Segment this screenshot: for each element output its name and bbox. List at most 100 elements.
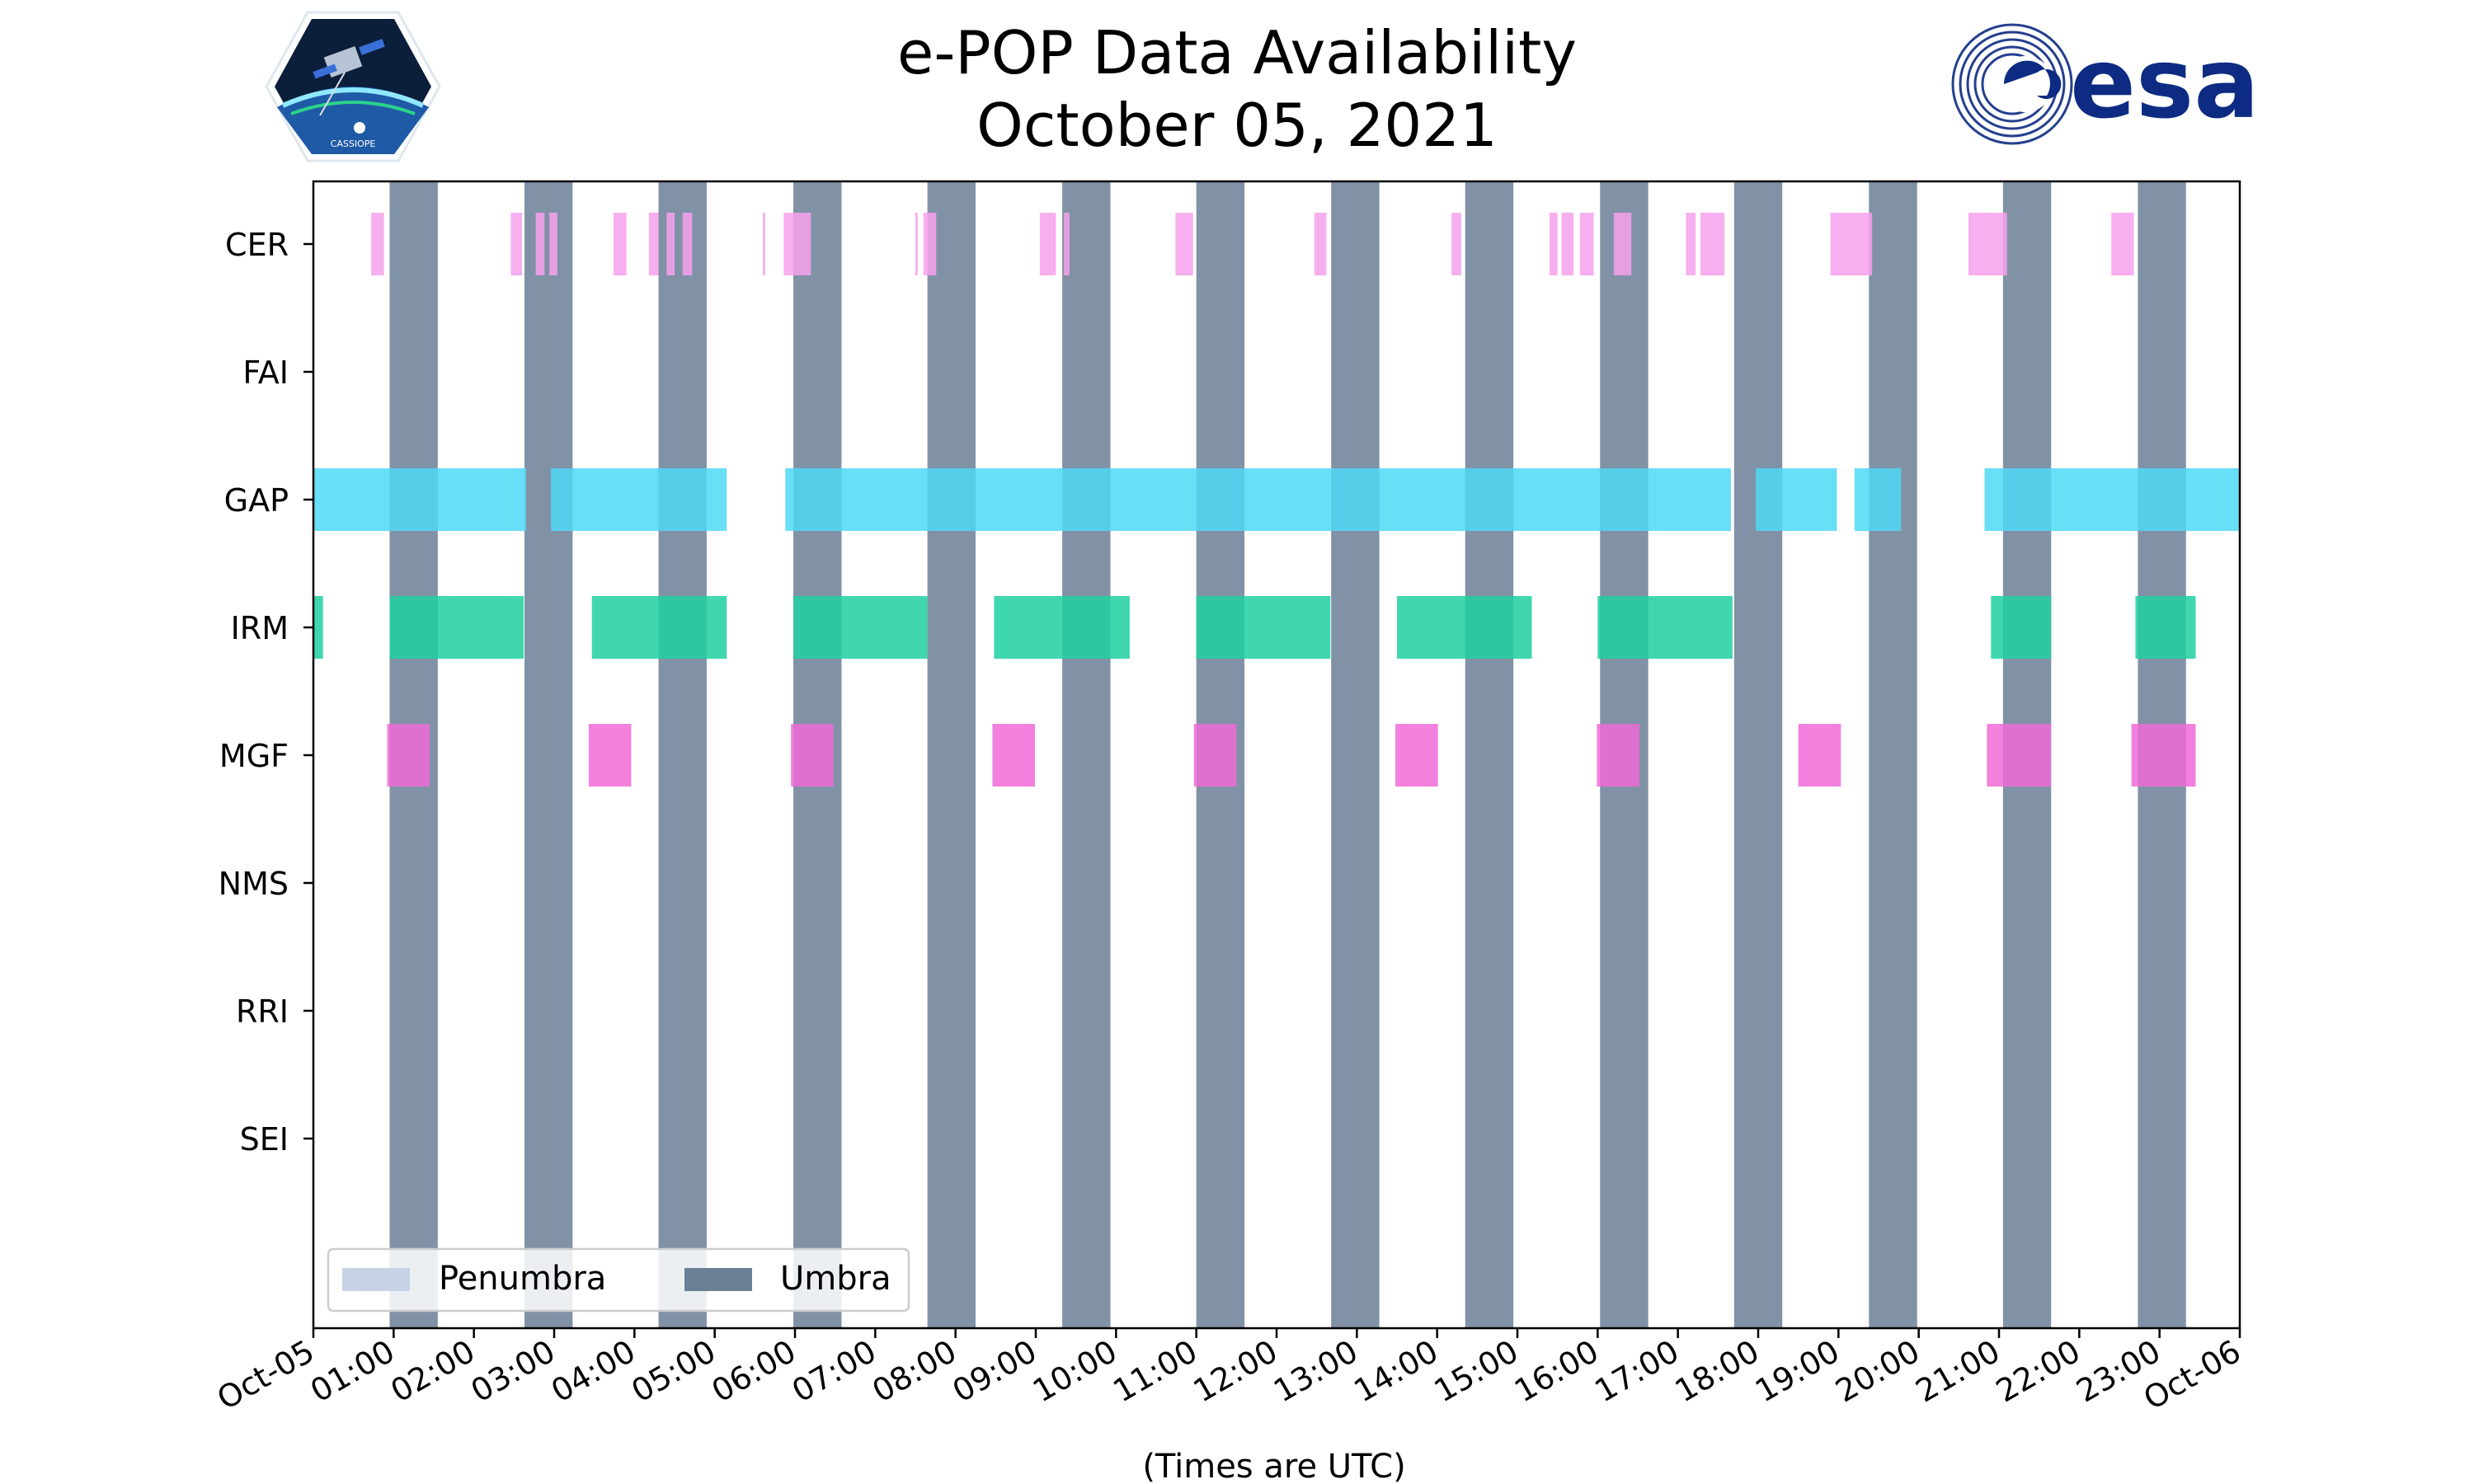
x-tick-label-21: 21:00 — [1910, 1333, 2006, 1410]
mgf-bar-3 — [992, 724, 1036, 787]
irm-bar-9 — [2135, 596, 2196, 659]
irm-bar-1 — [389, 596, 524, 659]
mgf-bar-8 — [1987, 724, 2052, 787]
umbra-band-10 — [1733, 181, 1783, 1328]
cer-bar-19 — [1579, 213, 1594, 275]
y-tick-label-nms: NMS — [219, 866, 289, 902]
cer-bar-22 — [1700, 213, 1725, 275]
gap-bar-0 — [313, 468, 526, 531]
y-tick-label-irm: IRM — [231, 610, 289, 646]
x-tick-label-2: 02:00 — [384, 1333, 481, 1410]
x-axis: Oct-0501:0002:0003:0004:0005:0006:0007:0… — [211, 1328, 2247, 1417]
cer-bar-14 — [1175, 213, 1193, 275]
gap-bar-1 — [551, 468, 727, 531]
gap-bar-3 — [1756, 468, 1837, 531]
mgf-bar-2 — [791, 724, 834, 787]
cer-bar-24 — [1968, 213, 2007, 275]
mgf-bar-6 — [1597, 724, 1639, 787]
x-tick-label-19: 19:00 — [1749, 1333, 1846, 1410]
x-tick-label-12: 12:00 — [1188, 1333, 1284, 1410]
cer-bar-9 — [783, 213, 811, 275]
x-tick-label-13: 13:00 — [1268, 1333, 1364, 1410]
x-tick-label-16: 16:00 — [1508, 1333, 1605, 1410]
cer-bar-13 — [1064, 213, 1070, 275]
cer-bar-17 — [1549, 213, 1558, 275]
umbra-band-4 — [927, 181, 976, 1328]
mgf-bar-1 — [588, 724, 632, 787]
cer-bar-18 — [1561, 213, 1574, 275]
x-tick-label-18: 18:00 — [1669, 1333, 1766, 1410]
x-tick-label-4: 04:00 — [545, 1333, 642, 1410]
cer-bar-12 — [1039, 213, 1056, 275]
gap-bar-4 — [1854, 468, 1902, 531]
cer-bar-8 — [763, 213, 765, 275]
cer-bar-15 — [1314, 213, 1327, 275]
cer-bar-23 — [1830, 213, 1873, 275]
x-tick-label-22: 22:00 — [1990, 1333, 2086, 1410]
legend: Penumbra Umbra — [327, 1247, 910, 1313]
mgf-bar-9 — [2131, 724, 2196, 787]
x-tick-label-6: 06:00 — [706, 1333, 802, 1410]
irm-bar-8 — [1991, 596, 2052, 659]
irm-bar-6 — [1397, 596, 1532, 659]
legend-penumbra-label: Penumbra — [439, 1260, 606, 1298]
x-tick-label-5: 05:00 — [625, 1333, 722, 1410]
y-axis: CER FAI GAP IRM MGF NMS RRI SEI — [219, 227, 313, 1158]
title-line-1: e-POP Data Availability — [897, 18, 1577, 87]
umbra-band-8 — [1465, 181, 1514, 1328]
mgf-bar-4 — [1193, 724, 1237, 787]
esa-logo: esa — [1951, 23, 2260, 145]
x-tick-label-20: 20:00 — [1829, 1333, 1926, 1410]
mgf-bar-5 — [1395, 724, 1438, 787]
gap-bar-2 — [785, 468, 1731, 531]
availability-bars-layer — [313, 213, 2240, 787]
x-axis-label: (Times are UTC) — [1142, 1448, 1405, 1484]
y-tick-label-cer: CER — [225, 227, 289, 263]
cer-bar-25 — [2111, 213, 2134, 275]
umbra-layer — [389, 181, 2186, 1328]
x-tick-label-0: Oct-05 — [211, 1333, 321, 1417]
y-tick-label-sei: SEI — [240, 1121, 289, 1158]
cer-bar-11 — [923, 213, 937, 275]
mgf-bar-0 — [387, 724, 430, 787]
cer-bar-7 — [682, 213, 693, 275]
umbra-band-2 — [658, 181, 707, 1328]
y-tick-label-gap: GAP — [224, 482, 289, 519]
cer-bar-16 — [1451, 213, 1461, 275]
legend-umbra-swatch — [684, 1268, 752, 1291]
legend-umbra-label: Umbra — [780, 1260, 891, 1298]
cer-bar-21 — [1686, 213, 1696, 275]
irm-bar-7 — [1597, 596, 1733, 659]
legend-box — [327, 1247, 910, 1313]
cer-bar-0 — [371, 213, 384, 275]
x-tick-label-15: 15:00 — [1428, 1333, 1525, 1410]
y-tick-label-rri: RRI — [236, 993, 289, 1030]
x-tick-label-8: 08:00 — [866, 1333, 962, 1410]
umbra-band-11 — [1869, 181, 1917, 1328]
umbra-band-5 — [1062, 181, 1111, 1328]
x-tick-label-1: 01:00 — [304, 1333, 401, 1410]
gap-bar-5 — [1984, 468, 2240, 531]
x-tick-label-7: 07:00 — [786, 1333, 882, 1410]
legend-penumbra-swatch — [342, 1268, 410, 1291]
cer-bar-1 — [510, 213, 523, 275]
x-tick-label-9: 09:00 — [947, 1333, 1043, 1410]
cer-bar-5 — [648, 213, 659, 275]
x-tick-label-3: 03:00 — [465, 1333, 562, 1410]
x-tick-label-17: 17:00 — [1588, 1333, 1685, 1410]
x-tick-label-14: 14:00 — [1348, 1333, 1444, 1410]
umbra-band-7 — [1331, 181, 1380, 1328]
cer-bar-3 — [549, 213, 557, 275]
title-line-2: October 05, 2021 — [976, 91, 1498, 160]
x-tick-label-11: 11:00 — [1107, 1333, 1203, 1410]
cassiope-logo: CASSIOPE — [265, 11, 441, 162]
cer-bar-4 — [614, 213, 627, 275]
cer-bar-20 — [1613, 213, 1632, 275]
irm-bar-0 — [313, 596, 323, 659]
mgf-bar-7 — [1798, 724, 1841, 787]
x-tick-label-10: 10:00 — [1027, 1333, 1123, 1410]
umbra-band-1 — [524, 181, 573, 1328]
cer-bar-2 — [535, 213, 545, 275]
irm-bar-2 — [591, 596, 727, 659]
